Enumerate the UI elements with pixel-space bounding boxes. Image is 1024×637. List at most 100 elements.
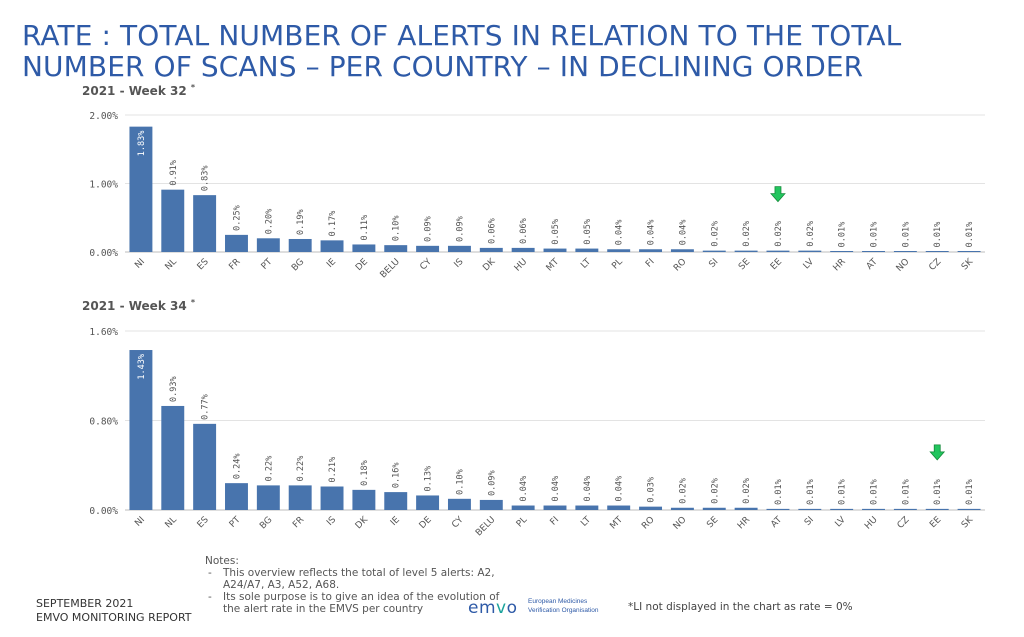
data-label: 1.43% [137,354,147,380]
data-label: 0.02% [806,221,816,247]
data-label: 0.10% [392,216,402,242]
data-label: 0.16% [392,463,402,489]
bar [607,505,631,510]
data-label: 0.01% [965,222,975,248]
x-tick-label: NI [133,257,147,271]
x-tick-label: HU [513,257,530,274]
x-tick-label: HR [736,515,752,531]
highlight-arrow-icon [929,444,946,461]
bar [511,247,535,252]
data-label: 0.10% [455,469,465,495]
data-label: 0.01% [838,222,848,248]
x-tick-label: FR [227,257,242,272]
x-tick-label: FI [644,257,657,270]
data-label: 0.09% [455,216,465,242]
data-label: 0.04% [678,220,688,246]
footer-date: SEPTEMBER 2021 [36,597,134,610]
data-label: 0.25% [232,205,242,231]
bar [256,238,280,252]
data-label: 0.11% [360,215,370,241]
data-label: 0.20% [264,209,274,235]
logo-wordmark: emvo [468,598,518,618]
note-item: Its sole purpose is to give an idea of t… [205,591,505,615]
x-tick-label: SE [705,515,720,530]
data-label: 0.17% [328,211,338,237]
data-label: 0.21% [328,457,338,483]
data-label: 0.06% [487,218,497,244]
bar [447,245,471,252]
arrow-shape [770,186,786,203]
bar [225,483,248,510]
bar [639,506,663,510]
data-label: 0.01% [965,479,975,505]
bar [830,508,854,510]
data-label: 0.04% [519,476,529,502]
x-tick-label: LT [579,515,593,529]
x-tick-label: SI [707,257,720,270]
page-title: RATE : TOTAL NUMBER OF ALERTS IN RELATIO… [22,19,902,83]
bar [766,250,790,252]
bar [384,492,408,510]
x-tick-label: DK [481,256,498,273]
bar [575,248,599,252]
chart-week-34: 0.00% 0.80% 1.60% 1.43% NI 0.93% NL 0.77% ES 0.24… [89,327,985,538]
data-label: 0.02% [774,221,784,247]
bar [543,248,567,252]
chart-2-title-text: 2021 - Week 34 [82,299,187,313]
bar [256,485,280,510]
x-tick-label: CY [450,515,466,531]
data-label: 0.04% [551,476,561,502]
bar [670,249,694,252]
x-tick-label: HU [863,515,880,532]
data-label: 0.05% [583,219,593,245]
data-label: 0.04% [615,476,625,502]
bar [129,126,153,252]
data-label: 0.01% [901,479,911,505]
x-tick-label: RO [672,257,689,274]
y-tick-label: 0.80% [89,417,118,428]
bar [575,505,599,510]
bar [161,405,185,510]
x-tick-label: BELU [379,257,402,280]
bar [352,244,376,252]
x-tick-label: FI [549,515,562,528]
data-label: 0.06% [519,218,529,244]
data-label: 0.19% [296,209,306,235]
notes: Notes: This overview reflects the total … [205,555,505,628]
x-tick-label: PT [228,515,243,530]
bar [320,486,344,510]
x-tick-label: IS [325,515,338,528]
data-label: 0.09% [424,216,434,242]
notes-heading: Notes: [205,555,239,567]
chart-2-title-mark: * [190,298,196,307]
x-tick-label: DE [418,515,434,531]
x-tick-label: SI [803,515,816,528]
data-label: 0.83% [201,166,211,192]
data-label: 0.13% [424,466,434,492]
bar [447,498,471,510]
bar [193,423,217,510]
x-tick-label: LV [802,256,817,271]
bar [225,234,248,252]
footer: SEPTEMBER 2021 EMVO MONITORING REPORT [36,597,192,625]
x-tick-label: BG [258,515,274,531]
data-label: 0.01% [870,479,880,505]
bar [384,245,408,252]
data-label: 0.77% [201,394,211,420]
bar [352,489,376,510]
bar [288,238,312,252]
data-label: 0.01% [774,479,784,505]
x-tick-label: BG [290,257,306,273]
arrow-shape [929,444,946,461]
x-tick-label: CY [418,257,434,273]
data-label: 0.04% [647,220,657,246]
bar [670,507,694,510]
bar [543,505,567,510]
bar [734,250,758,252]
note-item: This overview reflects the total of leve… [205,567,505,591]
footer-report-name: EMVO MONITORING REPORT [36,611,192,624]
data-label: 0.24% [232,454,242,480]
logo-subtitle: European Medicines Verification Organisa… [528,598,599,614]
x-tick-label: LV [834,514,849,529]
x-tick-label: FR [291,515,306,530]
